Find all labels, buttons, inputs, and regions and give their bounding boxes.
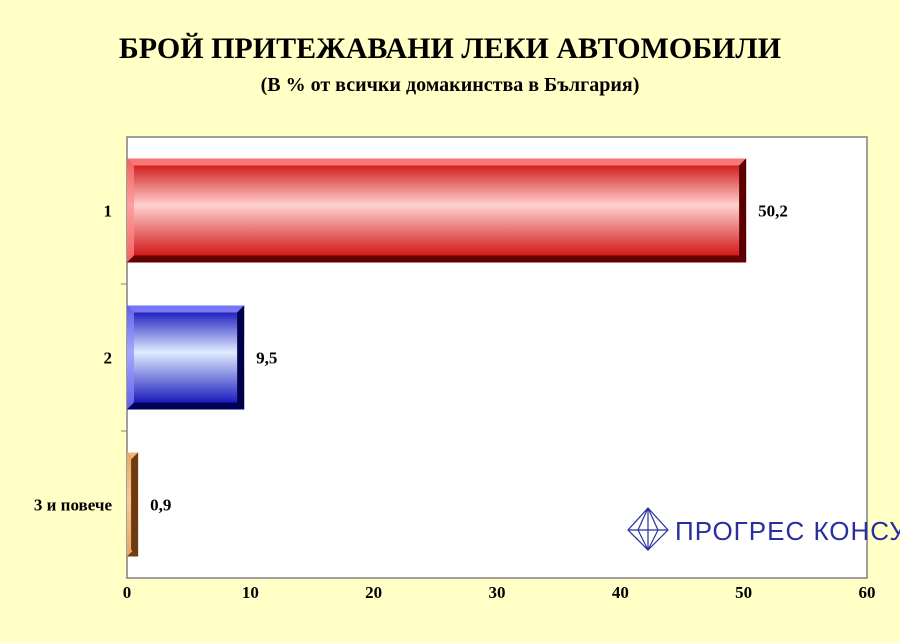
x-tick-label: 30 xyxy=(489,583,506,602)
bar-bevel-bottom xyxy=(127,255,747,263)
bar-bevel-left xyxy=(127,158,134,263)
data-label: 0,9 xyxy=(150,496,171,515)
x-tick-label: 20 xyxy=(365,583,382,602)
x-tick-label: 0 xyxy=(123,583,132,602)
x-axis: 1 2 3 и повече 0 10 20 30 40 50 60 xyxy=(34,202,876,603)
bars-layer: 50,2 9,5 0,9 xyxy=(127,158,788,557)
bar-2: 9,5 xyxy=(127,305,277,410)
logo: ПРОГРЕС КОНСУЛТ xyxy=(627,507,900,551)
x-tick-label: 60 xyxy=(859,583,876,602)
bar-bevel-right xyxy=(131,452,139,557)
logo-text: ПРОГРЕС КОНСУЛТ xyxy=(675,516,900,546)
bar-bevel-top xyxy=(127,158,747,166)
bar-bevel-bottom xyxy=(127,402,245,410)
bar-bevel-top xyxy=(127,452,139,460)
bar-1: 50,2 xyxy=(127,158,788,263)
bar-bevel-right xyxy=(739,158,747,263)
x-tick-label: 50 xyxy=(735,583,752,602)
data-label: 9,5 xyxy=(256,349,277,368)
data-label: 50,2 xyxy=(758,202,788,221)
category-label: 1 xyxy=(104,202,113,221)
diamond-logo-icon xyxy=(627,507,669,551)
x-tick-label: 40 xyxy=(612,583,629,602)
category-label: 3 и повече xyxy=(34,496,113,515)
bar-bevel-top xyxy=(127,305,245,313)
chart-title: БРОЙ ПРИТЕЖАВАНИ ЛЕКИ АВТОМОБИЛИ xyxy=(119,32,781,65)
bar-face xyxy=(127,305,245,410)
bar-face xyxy=(127,158,747,263)
bar-3: 0,9 xyxy=(127,452,171,557)
bar-bevel-bottom xyxy=(127,549,139,557)
category-label: 2 xyxy=(104,349,113,368)
bar-bevel-left xyxy=(127,305,134,410)
bar-bevel-right xyxy=(237,305,245,410)
chart-subtitle: (В % от всички домакинства в България) xyxy=(261,74,640,96)
x-tick-label: 10 xyxy=(242,583,259,602)
